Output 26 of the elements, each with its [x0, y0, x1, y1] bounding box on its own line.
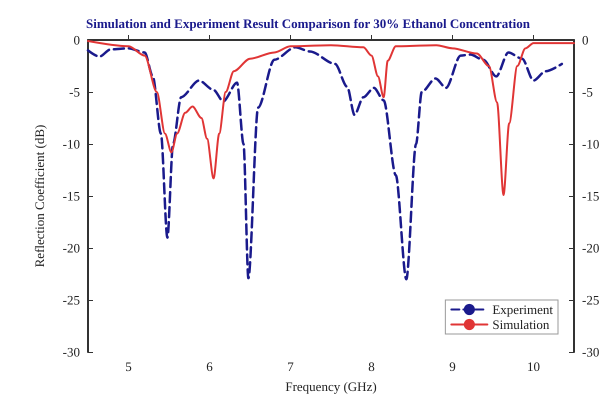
y2-tick-label: -30 [582, 344, 600, 360]
y2-tick-label: 0 [582, 32, 588, 48]
y2-tick-label: -15 [582, 188, 600, 204]
y2-tick-label: -10 [582, 136, 600, 152]
legend-label: Experiment [492, 302, 554, 317]
y-tick-label: -20 [62, 240, 80, 256]
x-tick-label: 6 [206, 359, 214, 374]
x-tick-label: 8 [368, 359, 375, 374]
y-tick-label: -15 [62, 188, 80, 204]
y-axis-title: Reflection Coefficient (dB) [32, 124, 47, 268]
x-tick-label: 5 [125, 359, 132, 374]
y-tick-label: 0 [74, 32, 80, 48]
y2-tick-label: -20 [582, 240, 600, 256]
y2-tick-label: -5 [582, 84, 593, 100]
x-axis-title: Frequency (GHz) [285, 379, 377, 394]
y-tick-label: -30 [62, 344, 80, 360]
x-tick-label: 9 [449, 359, 456, 374]
y-tick-label: -10 [62, 136, 80, 152]
y-tick-label: -25 [62, 292, 80, 308]
chart-title: Simulation and Experiment Result Comparison for 30% Ethanol Concentration [86, 16, 531, 31]
x-tick-label: 7 [287, 359, 294, 374]
legend-label: Simulation [492, 317, 550, 332]
x-tick-label: 10 [527, 359, 540, 374]
line-series [86, 46, 564, 280]
y-tick-label: -5 [69, 84, 80, 100]
y2-tick-label: -25 [582, 292, 600, 308]
